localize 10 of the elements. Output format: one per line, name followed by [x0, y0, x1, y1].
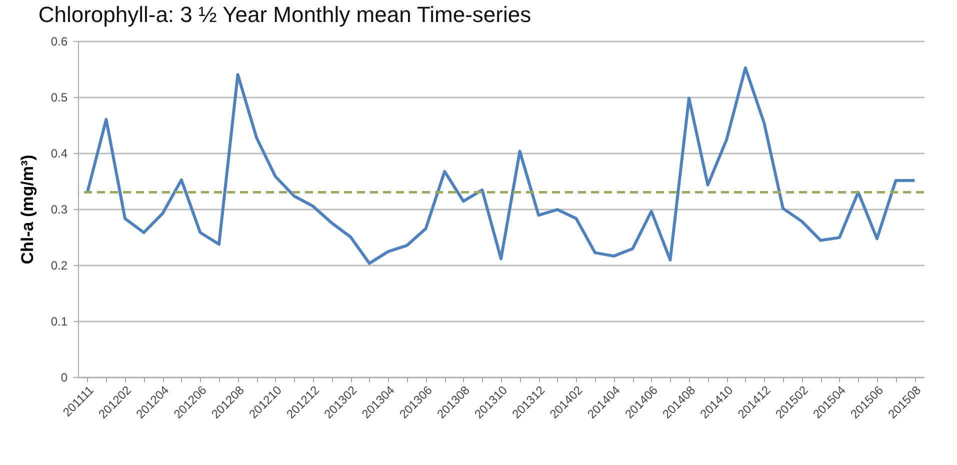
y-tick-label: 0.1 [50, 314, 68, 328]
y-tick-label: 0 [60, 370, 68, 384]
y-tick-label: 0.2 [50, 258, 68, 272]
y-tick-label: 0.4 [50, 146, 68, 160]
y-tick-label: 0.3 [50, 202, 68, 216]
chart-title: Chlorophyll-a: 3 ½ Year Monthly mean Time-series [38, 2, 532, 27]
y-axis-title: Chl-a (mg/m³) [18, 154, 37, 264]
y-tick-label: 0.6 [50, 34, 68, 48]
line-series [86, 66, 916, 265]
y-tick-label: 0.5 [50, 90, 68, 104]
